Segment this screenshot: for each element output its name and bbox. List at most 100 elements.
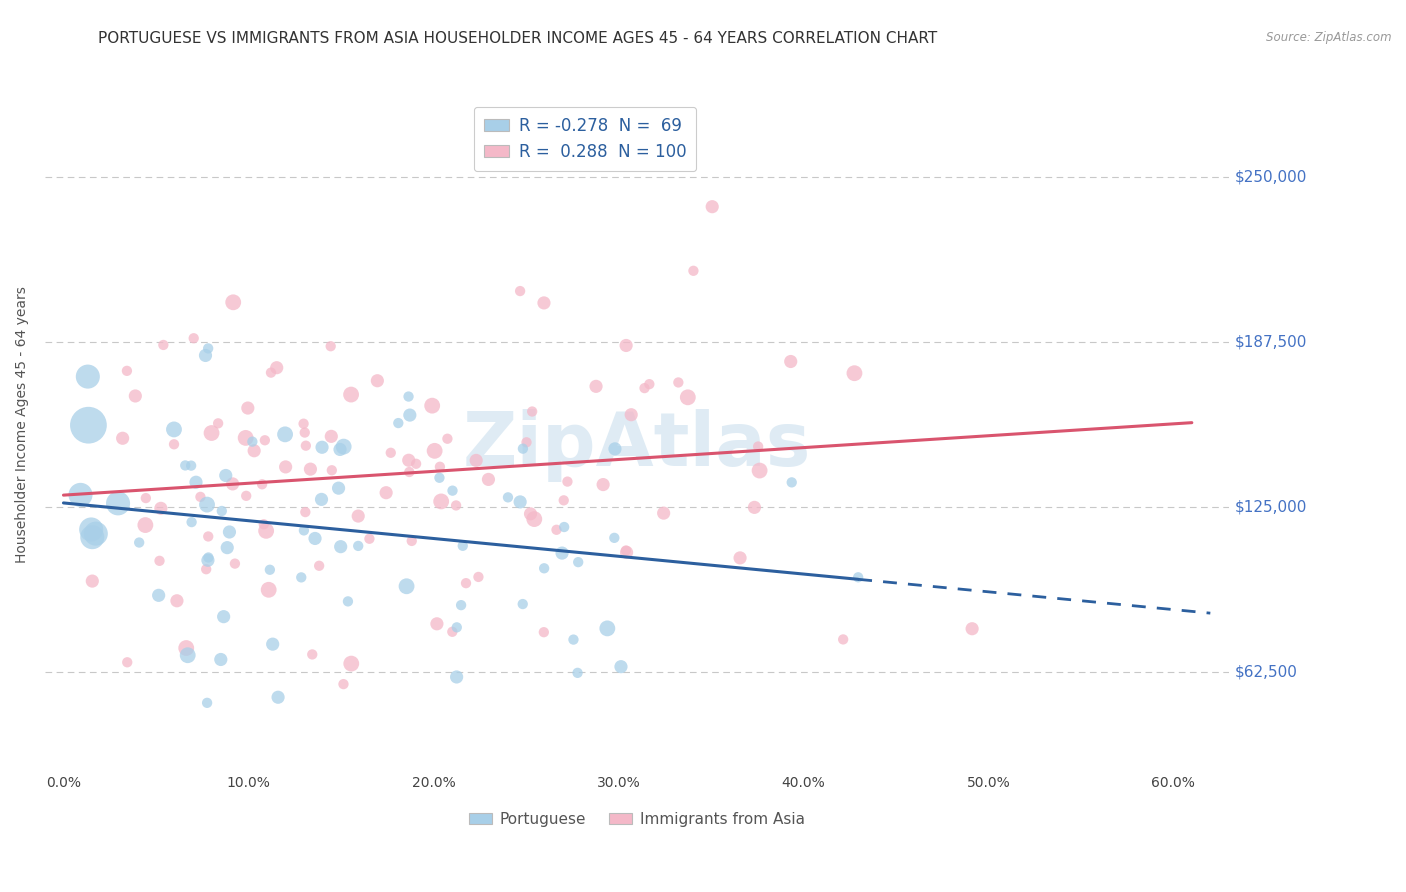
Point — [960, 622, 983, 636]
Point — [257, 582, 280, 597]
Point — [124, 389, 146, 403]
Point — [235, 431, 257, 445]
Point — [520, 404, 543, 418]
Point — [148, 588, 170, 602]
Point — [638, 377, 661, 392]
Point — [211, 504, 233, 518]
Point — [260, 366, 283, 380]
Point — [652, 506, 675, 520]
Point — [180, 515, 202, 529]
Point — [195, 498, 218, 512]
Point — [194, 348, 217, 362]
Point — [401, 533, 423, 548]
Point — [748, 464, 770, 478]
Point — [77, 418, 100, 433]
Point — [666, 376, 689, 390]
Point — [115, 364, 138, 378]
Point — [332, 440, 354, 454]
Point — [477, 472, 499, 486]
Point — [496, 491, 519, 505]
Point — [235, 489, 257, 503]
Point — [111, 431, 134, 445]
Point — [347, 509, 370, 524]
Point — [533, 561, 555, 575]
Point — [180, 458, 202, 473]
Point — [266, 360, 288, 375]
Text: $125,000: $125,000 — [1234, 500, 1308, 515]
Point — [267, 690, 290, 705]
Point — [82, 530, 104, 544]
Point — [562, 632, 585, 647]
Point — [290, 570, 312, 584]
Point — [319, 339, 342, 353]
Point — [446, 620, 468, 634]
Point — [197, 550, 219, 565]
Point — [603, 531, 626, 545]
Point — [292, 524, 315, 538]
Point — [259, 563, 281, 577]
Point — [380, 446, 402, 460]
Point — [359, 532, 381, 546]
Point — [467, 570, 489, 584]
Point — [585, 379, 607, 393]
Point — [294, 505, 316, 519]
Point — [240, 434, 263, 449]
Point — [596, 621, 619, 635]
Point — [340, 387, 363, 401]
Point — [395, 579, 418, 593]
Text: $250,000: $250,000 — [1234, 169, 1308, 184]
Point — [551, 546, 574, 560]
Point — [614, 338, 637, 352]
Point — [207, 417, 229, 431]
Point — [177, 648, 200, 663]
Point — [329, 442, 352, 457]
Point — [200, 425, 222, 440]
Point — [405, 457, 427, 471]
Point — [183, 331, 205, 345]
Point — [451, 539, 474, 553]
Point — [311, 440, 333, 454]
Y-axis label: Householder Income Ages 45 - 64 years: Householder Income Ages 45 - 64 years — [15, 286, 30, 563]
Legend: Portuguese, Immigrants from Asia: Portuguese, Immigrants from Asia — [463, 805, 811, 833]
Point — [340, 657, 363, 671]
Point — [633, 381, 655, 395]
Point — [174, 458, 197, 473]
Point — [329, 540, 352, 554]
Point — [80, 523, 103, 537]
Point — [441, 483, 464, 498]
Point — [728, 550, 751, 565]
Point — [301, 648, 323, 662]
Point — [444, 499, 467, 513]
Point — [387, 416, 409, 430]
Point — [195, 696, 218, 710]
Point — [441, 624, 464, 639]
Point — [567, 665, 589, 680]
Text: ZipAtlas: ZipAtlas — [463, 409, 811, 482]
Point — [375, 485, 398, 500]
Point — [321, 429, 343, 443]
Point — [430, 494, 453, 508]
Point — [243, 443, 266, 458]
Point — [436, 432, 458, 446]
Point — [533, 296, 555, 310]
Point — [222, 295, 245, 310]
Point — [304, 532, 326, 546]
Point — [780, 475, 803, 490]
Point — [253, 434, 276, 448]
Point — [332, 677, 354, 691]
Point — [166, 594, 188, 608]
Point — [149, 501, 172, 516]
Point — [446, 670, 468, 684]
Point — [347, 539, 370, 553]
Point — [163, 437, 186, 451]
Point — [274, 427, 297, 442]
Point — [546, 523, 568, 537]
Point — [832, 632, 855, 647]
Point — [779, 354, 801, 368]
Point — [398, 408, 420, 422]
Point — [295, 439, 318, 453]
Point — [553, 520, 575, 534]
Point — [76, 369, 98, 384]
Text: $62,500: $62,500 — [1234, 665, 1298, 680]
Point — [254, 524, 277, 538]
